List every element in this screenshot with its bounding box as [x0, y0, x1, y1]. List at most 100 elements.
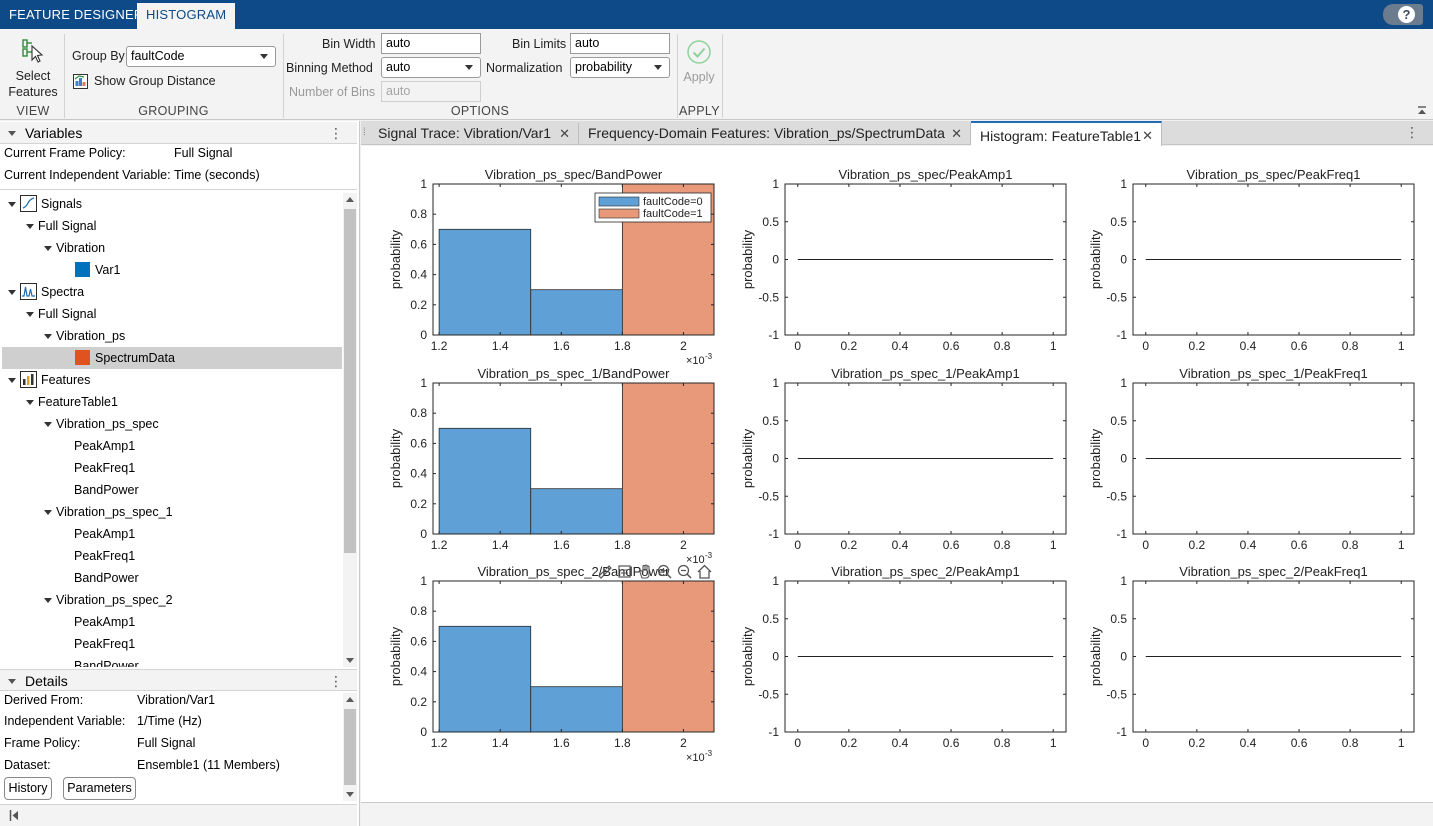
- y-tick-label: 1: [772, 376, 779, 390]
- select-features-button[interactable]: Select Features: [4, 35, 62, 101]
- tree-item[interactable]: Vibration_ps_spec: [0, 413, 340, 435]
- details-title: Details: [25, 673, 68, 689]
- bin-limits-field[interactable]: auto: [570, 33, 670, 54]
- datatip-icon[interactable]: [618, 565, 631, 578]
- normalization-dropdown[interactable]: probability: [570, 57, 670, 78]
- brush-icon[interactable]: [598, 565, 612, 579]
- y-tick-label: 0: [772, 452, 779, 466]
- tree-item-label: Features: [41, 373, 91, 387]
- tree-item[interactable]: BandPower: [0, 567, 340, 589]
- tab-histogram[interactable]: HISTOGRAM: [137, 3, 236, 29]
- app-tab-strip: FEATURE DESIGNER HISTOGRAM ?: [0, 0, 1433, 29]
- tree-item[interactable]: PeakAmp1: [0, 611, 340, 633]
- tree-item-label: Vibration: [56, 241, 106, 255]
- tree-item[interactable]: PeakFreq1: [0, 457, 340, 479]
- tree-scrollbar[interactable]: [343, 193, 357, 667]
- tree-item[interactable]: PeakFreq1: [0, 633, 340, 655]
- number-of-bins-field[interactable]: auto: [381, 81, 481, 102]
- bin-width-field[interactable]: auto: [381, 33, 481, 54]
- expand-arrow-icon[interactable]: [26, 224, 34, 229]
- tree-item[interactable]: Vibration_ps: [0, 325, 340, 347]
- scroll-down-icon[interactable]: [346, 658, 354, 663]
- group-by-dropdown[interactable]: faultCode: [126, 46, 276, 67]
- details-scrollbar[interactable]: [343, 693, 357, 801]
- expand-arrow-icon[interactable]: [44, 334, 52, 339]
- tab-frequency-domain-features[interactable]: Frequency-Domain Features: Vibration_ps/…: [579, 123, 971, 145]
- go-to-start-icon[interactable]: [9, 810, 19, 821]
- tree-item[interactable]: BandPower: [0, 655, 340, 667]
- help-button[interactable]: ?: [1383, 4, 1423, 25]
- y-axis-label: probability: [740, 428, 755, 488]
- variables-tree: Signals Full Signal Vibration Var1 Spectra Fu…: [0, 193, 342, 667]
- expand-arrow-icon[interactable]: [44, 510, 52, 515]
- tree-item[interactable]: PeakAmp1: [0, 523, 340, 545]
- apply-button[interactable]: Apply: [680, 35, 718, 95]
- collapse-toolstrip-icon[interactable]: [1417, 106, 1427, 116]
- close-icon[interactable]: ✕: [559, 126, 570, 141]
- expand-arrow-icon[interactable]: [8, 202, 16, 207]
- scroll-up-icon[interactable]: [346, 197, 354, 202]
- scroll-down-icon[interactable]: [346, 792, 354, 797]
- expand-arrow-icon[interactable]: [44, 422, 52, 427]
- pan-icon[interactable]: [639, 564, 650, 579]
- variables-panel-header[interactable]: Variables ⋮: [0, 122, 357, 144]
- expand-arrow-icon[interactable]: [44, 246, 52, 251]
- tree-item[interactable]: Features: [0, 369, 340, 391]
- tree-item[interactable]: Vibration_ps_spec_2: [0, 589, 340, 611]
- scrollbar-thumb[interactable]: [344, 209, 356, 553]
- expand-arrow-icon[interactable]: [26, 400, 34, 405]
- tree-item-label: Var1: [95, 263, 121, 277]
- number-of-bins-label: Number of Bins: [289, 85, 376, 99]
- expand-arrow-icon[interactable]: [8, 378, 16, 383]
- zoom-out-icon[interactable]: [677, 564, 692, 579]
- tree-item[interactable]: FeatureTable1: [0, 391, 340, 413]
- chart-title: Vibration_ps_spec/BandPower: [485, 167, 663, 182]
- close-icon[interactable]: ✕: [951, 126, 962, 141]
- y-tick-label: 0.6: [410, 436, 427, 450]
- tree-item[interactable]: Vibration: [0, 237, 340, 259]
- more-options-icon[interactable]: ⋮: [329, 673, 343, 689]
- y-tick-label: 0.8: [410, 207, 427, 221]
- tree-item-label: Signals: [41, 197, 82, 211]
- close-icon[interactable]: ✕: [1142, 128, 1153, 143]
- y-tick-label: 0.5: [762, 215, 779, 229]
- normalization-label: Normalization: [486, 61, 563, 75]
- x-exponent-label: ×10: [686, 554, 705, 566]
- parameters-button[interactable]: Parameters: [63, 777, 136, 800]
- tree-item[interactable]: Full Signal: [0, 303, 340, 325]
- tree-item[interactable]: Full Signal: [0, 215, 340, 237]
- y-tick-label: -0.5: [758, 489, 779, 503]
- more-options-icon[interactable]: ⋮: [1405, 124, 1419, 140]
- scrollbar-thumb[interactable]: [344, 709, 356, 785]
- expand-arrow-icon[interactable]: [8, 290, 16, 295]
- zoom-in-icon[interactable]: [657, 564, 672, 579]
- tree-item[interactable]: SpectrumData: [0, 347, 340, 369]
- y-tick-label: -1: [768, 527, 779, 541]
- tree-item[interactable]: BandPower: [0, 479, 340, 501]
- tree-item[interactable]: Vibration_ps_spec_1: [0, 501, 340, 523]
- binning-method-dropdown[interactable]: auto: [381, 57, 481, 78]
- tree-item[interactable]: Signals: [0, 193, 340, 215]
- expand-arrow-icon[interactable]: [26, 312, 34, 317]
- history-button[interactable]: History: [4, 777, 52, 800]
- x-tick-label: 1.6: [553, 736, 570, 750]
- details-panel-header[interactable]: Details ⋮: [0, 669, 357, 691]
- y-tick-label: 0.5: [1110, 414, 1127, 428]
- tab-feature-designer[interactable]: FEATURE DESIGNER: [9, 7, 144, 22]
- y-tick-label: 0: [420, 328, 427, 342]
- expand-arrow-icon[interactable]: [44, 598, 52, 603]
- collapse-triangle-icon: [8, 131, 16, 136]
- tab-signal-trace[interactable]: Signal Trace: Vibration/Var1 ✕: [369, 123, 579, 145]
- show-group-distance-button[interactable]: Show Group Distance: [72, 72, 272, 92]
- tree-item[interactable]: PeakFreq1: [0, 545, 340, 567]
- tab-histogram-featuretable1[interactable]: Histogram: FeatureTable1 ✕: [971, 121, 1162, 146]
- more-options-icon[interactable]: ⋮: [329, 125, 343, 141]
- current-independent-variable-value: Time (seconds): [174, 168, 260, 182]
- tree-item[interactable]: Spectra: [0, 281, 340, 303]
- scroll-up-icon[interactable]: [346, 697, 354, 702]
- tree-item[interactable]: PeakAmp1: [0, 435, 340, 457]
- x-tick-label: 1.4: [492, 339, 509, 353]
- chart-title: Vibration_ps_spec_1/BandPower: [477, 366, 670, 381]
- tree-item[interactable]: Var1: [0, 259, 340, 281]
- home-icon[interactable]: [697, 564, 712, 579]
